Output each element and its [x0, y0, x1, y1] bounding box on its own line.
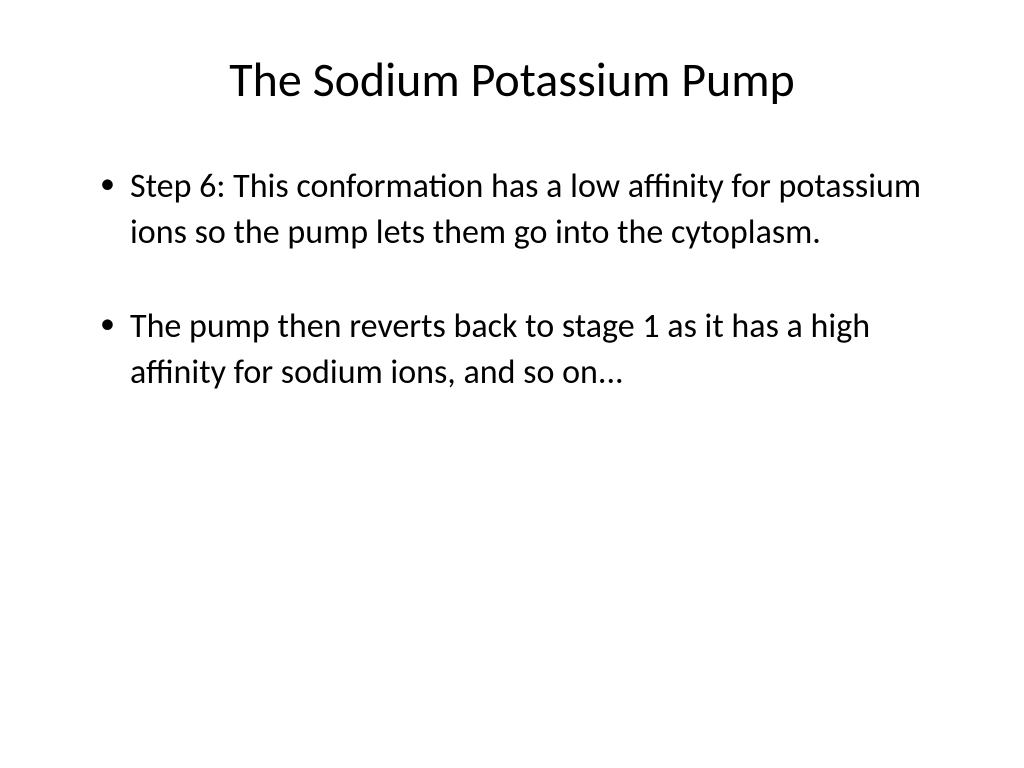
bullet-item: The pump then reverts back to stage 1 as… [100, 304, 954, 396]
slide-title: The Sodium Potassium Pump [70, 50, 954, 109]
bullet-list: Step 6: This conformation has a low affi… [70, 164, 954, 396]
bullet-item: Step 6: This conformation has a low affi… [100, 164, 954, 256]
